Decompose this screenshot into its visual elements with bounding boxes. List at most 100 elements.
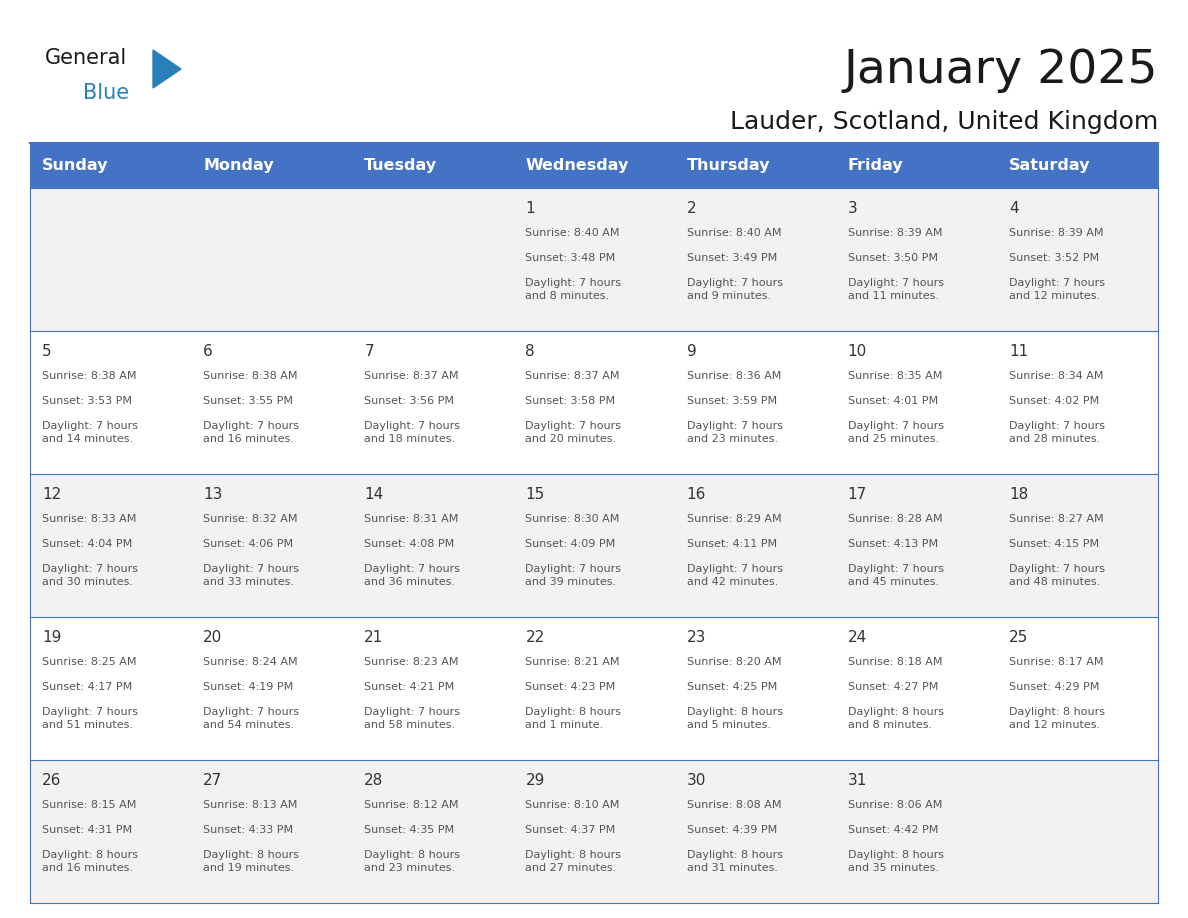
Text: 8: 8 [525, 344, 535, 359]
Text: 1: 1 [525, 201, 535, 216]
Text: Sunset: 4:31 PM: Sunset: 4:31 PM [42, 825, 132, 835]
Text: Sunset: 4:08 PM: Sunset: 4:08 PM [365, 539, 455, 549]
Text: 24: 24 [848, 630, 867, 645]
Text: Sunset: 4:27 PM: Sunset: 4:27 PM [848, 682, 939, 692]
Text: Sunset: 3:59 PM: Sunset: 3:59 PM [687, 396, 777, 406]
Text: Sunrise: 8:31 AM: Sunrise: 8:31 AM [365, 514, 459, 524]
Text: Monday: Monday [203, 158, 273, 173]
Text: Sunrise: 8:24 AM: Sunrise: 8:24 AM [203, 657, 298, 667]
Text: Sunrise: 8:37 AM: Sunrise: 8:37 AM [365, 371, 459, 381]
Text: Sunset: 4:37 PM: Sunset: 4:37 PM [525, 825, 615, 835]
Text: Sunset: 3:49 PM: Sunset: 3:49 PM [687, 253, 777, 263]
Text: Sunset: 3:53 PM: Sunset: 3:53 PM [42, 396, 132, 406]
Text: Daylight: 7 hours
and 48 minutes.: Daylight: 7 hours and 48 minutes. [1009, 564, 1105, 588]
Text: Sunset: 4:13 PM: Sunset: 4:13 PM [848, 539, 937, 549]
Text: 26: 26 [42, 773, 62, 788]
Text: 31: 31 [848, 773, 867, 788]
Text: Sunrise: 8:40 AM: Sunrise: 8:40 AM [687, 228, 781, 238]
Text: Sunset: 3:58 PM: Sunset: 3:58 PM [525, 396, 615, 406]
Text: Sunset: 3:56 PM: Sunset: 3:56 PM [365, 396, 454, 406]
Text: Sunrise: 8:08 AM: Sunrise: 8:08 AM [687, 800, 781, 810]
Text: Daylight: 7 hours
and 20 minutes.: Daylight: 7 hours and 20 minutes. [525, 421, 621, 444]
Text: Sunset: 4:39 PM: Sunset: 4:39 PM [687, 825, 777, 835]
Text: Sunset: 4:15 PM: Sunset: 4:15 PM [1009, 539, 1099, 549]
Text: 22: 22 [525, 630, 544, 645]
Text: 21: 21 [365, 630, 384, 645]
Text: 5: 5 [42, 344, 51, 359]
Text: Sunset: 3:52 PM: Sunset: 3:52 PM [1009, 253, 1099, 263]
Text: Daylight: 8 hours
and 19 minutes.: Daylight: 8 hours and 19 minutes. [203, 850, 299, 873]
Bar [30, 188, 1158, 331]
Text: 30: 30 [687, 773, 706, 788]
Bar [30, 617, 1158, 760]
Bar [30, 143, 191, 188]
Text: Sunrise: 8:34 AM: Sunrise: 8:34 AM [1009, 371, 1104, 381]
Text: Sunrise: 8:33 AM: Sunrise: 8:33 AM [42, 514, 137, 524]
Text: Daylight: 7 hours
and 36 minutes.: Daylight: 7 hours and 36 minutes. [365, 564, 460, 588]
Text: Daylight: 7 hours
and 39 minutes.: Daylight: 7 hours and 39 minutes. [525, 564, 621, 588]
Text: Sunset: 4:42 PM: Sunset: 4:42 PM [848, 825, 939, 835]
Text: Sunrise: 8:06 AM: Sunrise: 8:06 AM [848, 800, 942, 810]
Text: Sunrise: 8:15 AM: Sunrise: 8:15 AM [42, 800, 137, 810]
Text: Sunset: 3:48 PM: Sunset: 3:48 PM [525, 253, 615, 263]
Polygon shape [153, 50, 181, 88]
Text: Daylight: 8 hours
and 16 minutes.: Daylight: 8 hours and 16 minutes. [42, 850, 138, 873]
Text: 23: 23 [687, 630, 706, 645]
Text: 15: 15 [525, 487, 544, 502]
Text: Sunset: 4:01 PM: Sunset: 4:01 PM [848, 396, 937, 406]
Text: Sunrise: 8:25 AM: Sunrise: 8:25 AM [42, 657, 137, 667]
Text: Sunrise: 8:35 AM: Sunrise: 8:35 AM [848, 371, 942, 381]
Text: Sunrise: 8:12 AM: Sunrise: 8:12 AM [365, 800, 459, 810]
Text: 4: 4 [1009, 201, 1018, 216]
Text: Sunrise: 8:39 AM: Sunrise: 8:39 AM [848, 228, 942, 238]
Text: Daylight: 8 hours
and 5 minutes.: Daylight: 8 hours and 5 minutes. [687, 707, 783, 730]
Bar [191, 143, 353, 188]
Text: 17: 17 [848, 487, 867, 502]
Text: Tuesday: Tuesday [365, 158, 437, 173]
Text: Daylight: 7 hours
and 16 minutes.: Daylight: 7 hours and 16 minutes. [203, 421, 299, 444]
Text: 29: 29 [525, 773, 545, 788]
Text: 12: 12 [42, 487, 62, 502]
Text: Daylight: 7 hours
and 18 minutes.: Daylight: 7 hours and 18 minutes. [365, 421, 460, 444]
Text: Sunrise: 8:38 AM: Sunrise: 8:38 AM [203, 371, 298, 381]
Text: 20: 20 [203, 630, 222, 645]
Bar [30, 760, 1158, 903]
Text: Daylight: 7 hours
and 28 minutes.: Daylight: 7 hours and 28 minutes. [1009, 421, 1105, 444]
Text: Sunrise: 8:23 AM: Sunrise: 8:23 AM [365, 657, 459, 667]
Text: Sunrise: 8:17 AM: Sunrise: 8:17 AM [1009, 657, 1104, 667]
Text: Wednesday: Wednesday [525, 158, 628, 173]
Text: Daylight: 7 hours
and 33 minutes.: Daylight: 7 hours and 33 minutes. [203, 564, 299, 588]
Bar [30, 474, 1158, 617]
Text: Sunrise: 8:28 AM: Sunrise: 8:28 AM [848, 514, 942, 524]
Text: Sunrise: 8:18 AM: Sunrise: 8:18 AM [848, 657, 942, 667]
Text: Daylight: 8 hours
and 8 minutes.: Daylight: 8 hours and 8 minutes. [848, 707, 943, 730]
Text: 25: 25 [1009, 630, 1028, 645]
Text: Sunrise: 8:39 AM: Sunrise: 8:39 AM [1009, 228, 1104, 238]
Text: Daylight: 8 hours
and 35 minutes.: Daylight: 8 hours and 35 minutes. [848, 850, 943, 873]
Text: General: General [45, 48, 127, 68]
Text: Sunset: 4:25 PM: Sunset: 4:25 PM [687, 682, 777, 692]
Text: 2: 2 [687, 201, 696, 216]
Text: Daylight: 7 hours
and 12 minutes.: Daylight: 7 hours and 12 minutes. [1009, 278, 1105, 301]
Text: Sunrise: 8:20 AM: Sunrise: 8:20 AM [687, 657, 781, 667]
Text: Sunrise: 8:32 AM: Sunrise: 8:32 AM [203, 514, 298, 524]
Text: Sunset: 4:11 PM: Sunset: 4:11 PM [687, 539, 777, 549]
Bar [30, 331, 1158, 474]
Text: Sunrise: 8:36 AM: Sunrise: 8:36 AM [687, 371, 781, 381]
Text: Sunset: 3:55 PM: Sunset: 3:55 PM [203, 396, 293, 406]
Text: Daylight: 7 hours
and 51 minutes.: Daylight: 7 hours and 51 minutes. [42, 707, 138, 730]
Text: 16: 16 [687, 487, 706, 502]
Text: 9: 9 [687, 344, 696, 359]
Text: Lauder, Scotland, United Kingdom: Lauder, Scotland, United Kingdom [729, 110, 1158, 134]
Text: Sunset: 3:50 PM: Sunset: 3:50 PM [848, 253, 937, 263]
Text: Daylight: 8 hours
and 23 minutes.: Daylight: 8 hours and 23 minutes. [365, 850, 460, 873]
Text: Daylight: 8 hours
and 12 minutes.: Daylight: 8 hours and 12 minutes. [1009, 707, 1105, 730]
Text: Sunset: 4:04 PM: Sunset: 4:04 PM [42, 539, 132, 549]
Text: Daylight: 7 hours
and 14 minutes.: Daylight: 7 hours and 14 minutes. [42, 421, 138, 444]
Bar [353, 143, 513, 188]
Bar [675, 143, 835, 188]
Text: January 2025: January 2025 [843, 48, 1158, 93]
Text: 10: 10 [848, 344, 867, 359]
Text: Thursday: Thursday [687, 158, 770, 173]
Text: Sunrise: 8:40 AM: Sunrise: 8:40 AM [525, 228, 620, 238]
